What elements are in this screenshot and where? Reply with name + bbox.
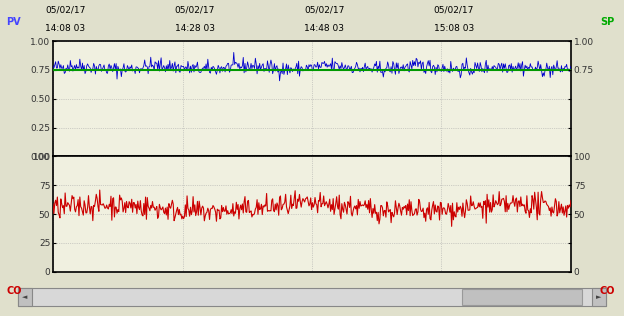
Text: ◄: ◄ xyxy=(22,294,27,300)
Text: PV: PV xyxy=(6,17,21,27)
Text: 14:08 03: 14:08 03 xyxy=(46,24,85,33)
Text: 05/02/17: 05/02/17 xyxy=(434,5,474,14)
Text: 05/02/17: 05/02/17 xyxy=(305,5,344,14)
Text: 05/02/17: 05/02/17 xyxy=(175,5,215,14)
Bar xyxy=(18,288,606,306)
Text: 14:28 03: 14:28 03 xyxy=(175,24,215,33)
Text: CO: CO xyxy=(599,286,615,296)
Text: 14:48 03: 14:48 03 xyxy=(305,24,344,33)
Bar xyxy=(592,288,606,306)
Text: 05/02/17: 05/02/17 xyxy=(46,5,85,14)
Bar xyxy=(462,289,582,305)
Bar xyxy=(18,288,32,306)
Text: SP: SP xyxy=(600,17,615,27)
Text: CO: CO xyxy=(6,286,22,296)
Text: 15:08 03: 15:08 03 xyxy=(434,24,474,33)
Text: ►: ► xyxy=(597,294,602,300)
